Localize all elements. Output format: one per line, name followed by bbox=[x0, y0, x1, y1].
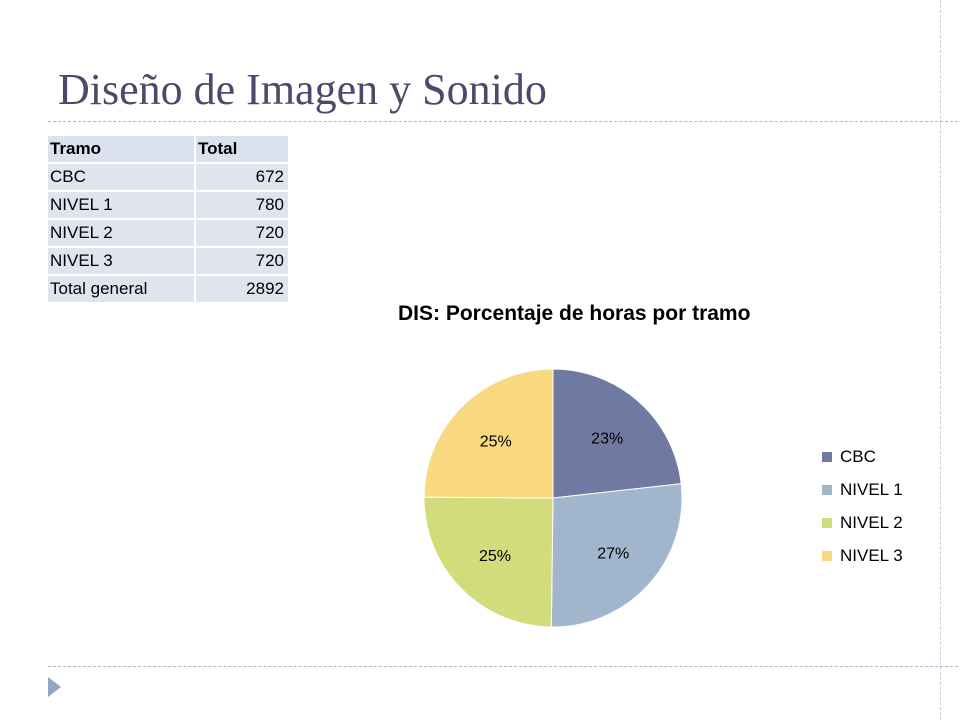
table-row: CBC 672 bbox=[48, 164, 288, 190]
legend-swatch-nivel-2 bbox=[822, 517, 832, 528]
legend-label: NIVEL 2 bbox=[840, 512, 903, 532]
legend-item-nivel-1: NIVEL 1 bbox=[822, 473, 903, 506]
right-guide-line bbox=[940, 0, 941, 720]
legend-label: CBC bbox=[840, 446, 876, 466]
cell-tramo: NIVEL 1 bbox=[48, 192, 196, 218]
cell-total: 2892 bbox=[196, 276, 288, 302]
chart-legend: CBC NIVEL 1 NIVEL 2 NIVEL 3 bbox=[822, 440, 903, 572]
data-label-nivel-3: 25% bbox=[480, 433, 512, 450]
table-row: Total general 2892 bbox=[48, 276, 288, 302]
table-row: NIVEL 2 720 bbox=[48, 220, 288, 246]
pie-slice-nivel-1 bbox=[550, 483, 683, 628]
cell-tramo: CBC bbox=[48, 164, 196, 190]
legend-item-cbc: CBC bbox=[822, 440, 903, 473]
legend-swatch-nivel-3 bbox=[822, 550, 832, 561]
table-header-row: Tramo Total bbox=[48, 136, 288, 162]
cell-total: 720 bbox=[196, 248, 288, 274]
pie-slice-cbc bbox=[552, 368, 682, 499]
legend-label: NIVEL 3 bbox=[840, 545, 903, 565]
data-label-nivel-2: 25% bbox=[479, 548, 511, 565]
bullet-arrow-icon bbox=[48, 677, 61, 697]
legend-item-nivel-3: NIVEL 3 bbox=[822, 539, 903, 572]
pie-chart: 23% 27% 25% 25% bbox=[423, 368, 683, 628]
pie-slice-nivel-2 bbox=[423, 496, 554, 628]
cell-total: 780 bbox=[196, 192, 288, 218]
legend-item-nivel-2: NIVEL 2 bbox=[822, 506, 903, 539]
header-tramo: Tramo bbox=[48, 136, 196, 162]
cell-tramo: Total general bbox=[48, 276, 196, 302]
cell-total: 672 bbox=[196, 164, 288, 190]
pie-slice-nivel-3 bbox=[423, 368, 554, 499]
table-row: NIVEL 3 720 bbox=[48, 248, 288, 274]
header-total: Total bbox=[196, 136, 288, 162]
legend-swatch-cbc bbox=[822, 451, 832, 462]
chart-title: DIS: Porcentaje de horas por tramo bbox=[398, 302, 751, 325]
table-row: NIVEL 1 780 bbox=[48, 192, 288, 218]
cell-tramo: NIVEL 3 bbox=[48, 248, 196, 274]
legend-swatch-nivel-1 bbox=[822, 484, 832, 495]
data-label-nivel-1: 27% bbox=[597, 546, 629, 563]
hours-table: Tramo Total CBC 672 NIVEL 1 780 NIVEL 2 … bbox=[48, 134, 288, 304]
data-label-cbc: 23% bbox=[591, 430, 623, 447]
footer-divider bbox=[48, 666, 960, 667]
cell-tramo: NIVEL 2 bbox=[48, 220, 196, 246]
cell-total: 720 bbox=[196, 220, 288, 246]
legend-label: NIVEL 1 bbox=[840, 479, 903, 499]
title-divider bbox=[48, 121, 960, 122]
slide-title: Diseño de Imagen y Sonido bbox=[58, 65, 547, 114]
